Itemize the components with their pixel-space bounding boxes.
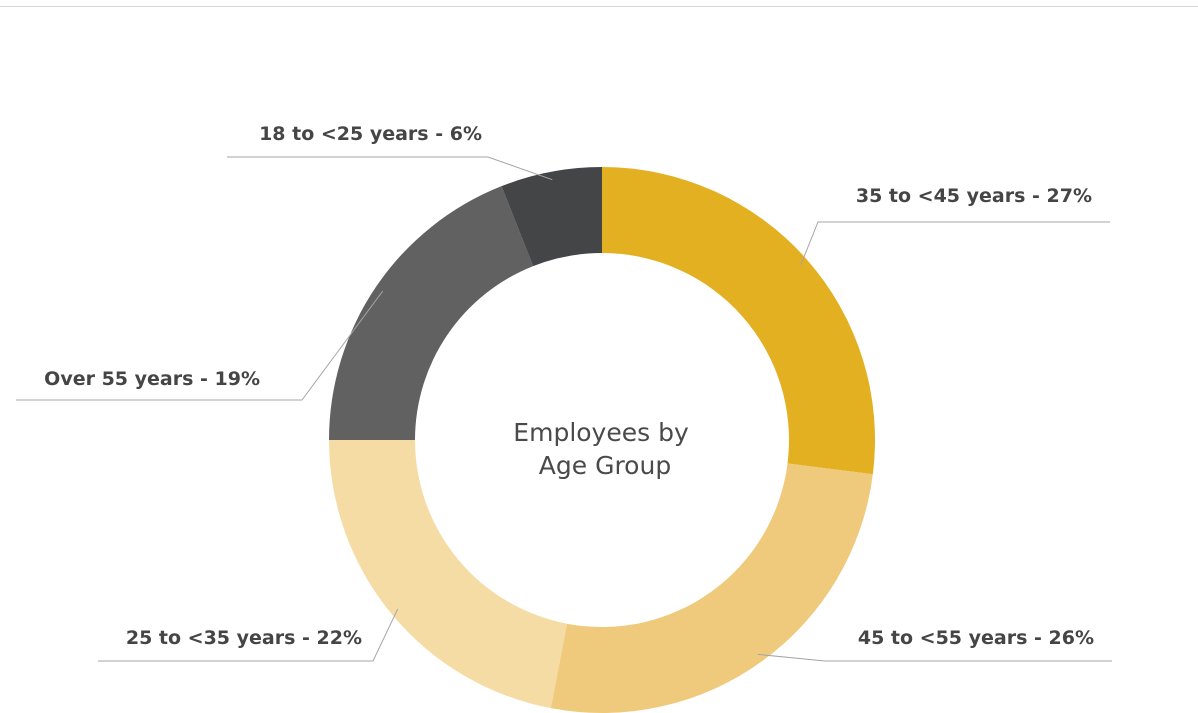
leader-line-4 [227,156,553,181]
slice-labels: 35 to <45 years - 27% 45 to <55 years - 2… [44,123,1094,649]
slice-2 [329,440,567,709]
slice-label-3: Over 55 years - 19% [44,368,260,390]
leader-line-1 [757,653,1112,662]
slice-1 [550,463,873,713]
leader-lines [16,156,1112,662]
slice-label-4: 18 to <25 years - 6% [259,123,482,145]
leader-line-0 [800,221,1110,265]
slice-3 [329,186,534,440]
leader-line-2 [98,608,399,662]
center-title-line-1: Employees by [513,418,689,447]
center-title: Employees by Age Group [513,418,696,480]
slice-label-0: 35 to <45 years - 27% [856,185,1092,207]
slice-label-2: 25 to <35 years - 22% [126,627,362,649]
center-title-line-2: Age Group [539,451,671,480]
slice-0 [602,167,876,475]
slice-4 [501,167,602,267]
slice-label-1: 45 to <55 years - 26% [858,627,1094,649]
donut-slices [329,167,876,713]
leader-line-3 [16,290,384,401]
